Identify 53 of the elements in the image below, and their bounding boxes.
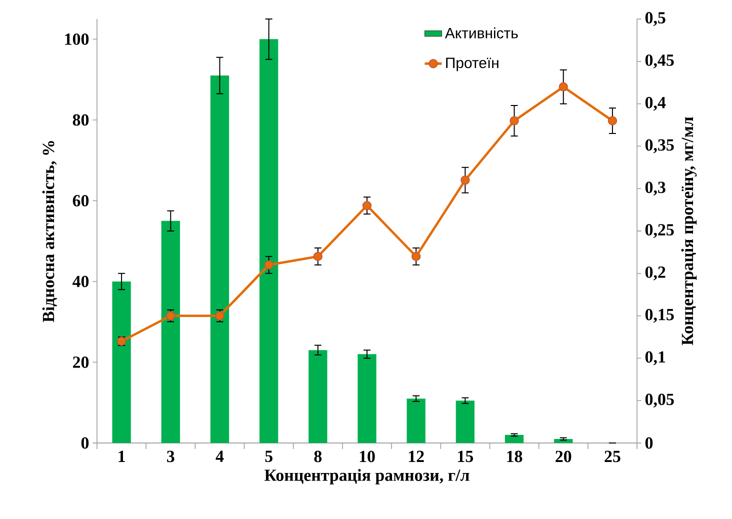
bar	[504, 434, 524, 443]
bar	[112, 281, 131, 443]
point	[362, 200, 372, 210]
x-tick-label: 10	[360, 450, 375, 462]
x-tick-label: 25	[604, 450, 620, 462]
y2-tick-label: 0,45	[645, 54, 674, 68]
bar	[358, 354, 376, 443]
y-tick-label: 20	[73, 356, 89, 368]
y2-axis-title: Концентрація протеїну, мг/мл	[681, 117, 697, 346]
y-tick-label: 60	[72, 194, 89, 206]
y2-tick-label: 0,15	[645, 308, 674, 323]
y2-tick-label: 0,25	[645, 224, 674, 238]
y-tick-label: 80	[72, 114, 89, 126]
point	[264, 260, 274, 270]
point	[215, 311, 224, 320]
y-tick-label: 0	[81, 437, 89, 449]
point	[166, 311, 176, 320]
x-tick-label: 5	[265, 450, 272, 462]
y2-tick-label: 0	[645, 437, 653, 449]
x-tick-label: 15	[458, 450, 474, 462]
x-tick-label: 3	[167, 450, 174, 462]
y2-tick-label: 0,5	[645, 12, 666, 26]
y2-tick-label: 0,3	[645, 182, 666, 196]
y2-tick-label: 0,05	[645, 394, 674, 408]
x-tick-label: 18	[507, 450, 522, 462]
point	[313, 252, 322, 262]
y2-tick-label: 0,4	[645, 96, 666, 111]
x-tick-label: 8	[314, 450, 322, 462]
bar	[308, 350, 328, 443]
bar	[161, 220, 180, 443]
point	[608, 116, 618, 126]
legend-label: Протеїн	[446, 58, 498, 72]
point	[412, 252, 421, 262]
bar	[456, 400, 475, 443]
y-axis-title: Відносна активність, %	[42, 141, 57, 322]
legend-label: Активність	[444, 27, 518, 38]
bar	[406, 398, 426, 443]
point	[558, 82, 568, 92]
bar	[210, 76, 230, 443]
y2-tick-label: 0,35	[645, 139, 674, 154]
y-tick-label: 40	[72, 276, 89, 288]
x-axis-title: Концентрація рамнози, г/л	[264, 469, 470, 484]
bar	[554, 438, 573, 443]
x-tick-label: 1	[118, 450, 125, 462]
x-tick-label: 20	[556, 450, 572, 462]
bar	[259, 39, 278, 443]
x-tick-label: 4	[216, 450, 224, 462]
y-tick-label: 100	[65, 33, 89, 45]
x-tick-label: 12	[408, 450, 424, 462]
point	[460, 176, 470, 185]
y2-tick-label: 0,2	[645, 266, 666, 280]
point	[510, 116, 519, 126]
y2-tick-label: 0,1	[645, 351, 666, 366]
